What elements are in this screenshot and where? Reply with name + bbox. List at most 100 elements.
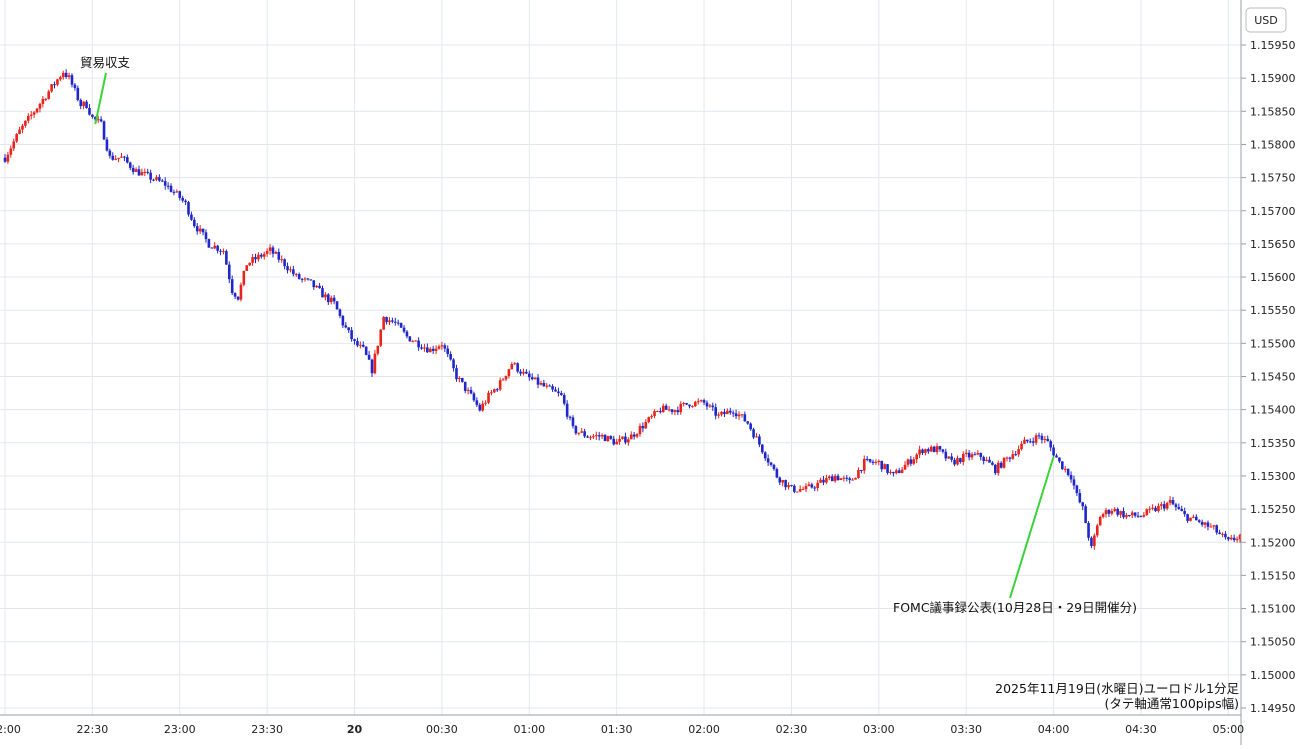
candle-body-up [580, 431, 584, 433]
candle-body-down [1218, 532, 1221, 534]
candle-body-down [126, 157, 129, 163]
candle-body-down [160, 180, 164, 182]
candle-body-down [306, 278, 310, 280]
candle-body-up [816, 482, 819, 489]
chart-caption-title: 2025年11月19日(水曜日)ユーロドル1分足 [995, 681, 1239, 696]
candle-body-up [996, 462, 1000, 474]
candle-body-down [321, 288, 324, 298]
candle-body-down [516, 363, 519, 372]
time-tick-label: 01:30 [601, 723, 633, 736]
time-tick-label: 03:00 [863, 723, 895, 736]
candle-body-up [359, 344, 362, 346]
candle-body-up [67, 75, 71, 77]
candle-body-down [548, 385, 551, 387]
candle-body-down [300, 278, 304, 280]
candle-body-down [187, 202, 190, 215]
candle-body-down [1040, 435, 1044, 440]
candle-body-down [227, 264, 231, 280]
candle-body-down [210, 247, 214, 249]
candle-body-down [408, 336, 412, 342]
candle-body-down [195, 226, 199, 232]
candle-body-down [530, 377, 534, 380]
candle-body-down [431, 348, 435, 351]
candle-body-down [950, 456, 953, 460]
candle-body-up [501, 379, 505, 381]
candle-body-down [897, 470, 901, 473]
candle-body-up [1142, 514, 1146, 517]
candle-body-down [128, 162, 132, 168]
candle-body-down [988, 459, 991, 463]
time-tick-label: 04:00 [1038, 723, 1070, 736]
candle-body-down [574, 426, 578, 434]
candle-body-down [131, 167, 135, 172]
candle-body-up [1192, 516, 1195, 518]
time-tick-label: 23:30 [251, 723, 283, 736]
candle-body-up [27, 115, 30, 121]
candle-body-up [120, 156, 123, 158]
candle-body-up [874, 461, 878, 463]
candle-body-up [964, 452, 968, 454]
candle-body-down [711, 405, 715, 408]
candle-body-up [32, 112, 36, 115]
candle-body-up [961, 453, 965, 463]
candle-body-up [627, 439, 630, 443]
candle-body-down [309, 279, 313, 281]
candle-body-down [1116, 509, 1119, 515]
candle-body-down [1139, 516, 1143, 518]
candle-body-down [813, 487, 817, 489]
currency-label: USD [1254, 14, 1278, 27]
candle-body-down [364, 346, 368, 355]
candle-body-up [606, 436, 610, 442]
candle-body-down [778, 477, 782, 483]
candle-body-down [1008, 457, 1012, 459]
price-tick-label: 1.15150 [1250, 569, 1296, 582]
time-axis: 22:00 22:30 23:00 23:30 20 00:30 01:00 01:30 02:… [0, 723, 1244, 736]
candle-body-up [1023, 439, 1026, 444]
candle-body-up [545, 385, 549, 387]
candle-body-down [99, 119, 103, 122]
candle-body-down [1232, 537, 1236, 541]
candle-body-down [201, 228, 205, 233]
candle-body-up [737, 414, 741, 417]
candle-body-down [676, 410, 680, 413]
candle-body-down [1081, 502, 1085, 507]
candle-body-down [953, 459, 956, 465]
candle-body-up [324, 294, 327, 298]
price-tick-label: 1.15050 [1250, 636, 1296, 649]
price-tick-label: 1.15550 [1250, 304, 1296, 317]
candle-body-up [1125, 514, 1128, 518]
candle-body-down [166, 185, 170, 187]
candle-body-up [213, 245, 217, 249]
candle-body-down [979, 453, 983, 458]
candle-body-down [519, 371, 522, 374]
candle-body-up [114, 158, 117, 160]
candle-body-up [1160, 504, 1163, 506]
candle-body-up [155, 177, 158, 180]
candle-body-up [644, 421, 648, 429]
candle-body-down [1078, 493, 1082, 503]
candle-body-up [673, 410, 677, 412]
candle-body-down [93, 116, 97, 120]
candle-body-down [790, 485, 793, 487]
candle-body-up [947, 456, 951, 459]
candle-body-down [973, 454, 977, 456]
candle-body-up [699, 400, 703, 402]
candle-body-down [292, 269, 295, 275]
price-tick-label: 1.15250 [1250, 503, 1296, 516]
candle-body-down [583, 431, 586, 437]
candle-body-up [274, 252, 278, 254]
candle-body-down [460, 377, 464, 382]
candle-body-up [691, 406, 694, 408]
candle-body-down [76, 87, 80, 101]
candle-body-up [795, 491, 799, 493]
candle-body-up [600, 434, 604, 437]
candle-body-up [1229, 537, 1233, 540]
candle-body-up [414, 340, 417, 342]
candle-body-down [932, 446, 936, 453]
candle-body-down [775, 469, 779, 478]
candle-body-down [941, 449, 945, 452]
candle-body-up [621, 436, 624, 439]
candle-body-down [944, 451, 948, 459]
candle-body-down [1066, 468, 1070, 475]
candle-body-down [1014, 454, 1018, 456]
